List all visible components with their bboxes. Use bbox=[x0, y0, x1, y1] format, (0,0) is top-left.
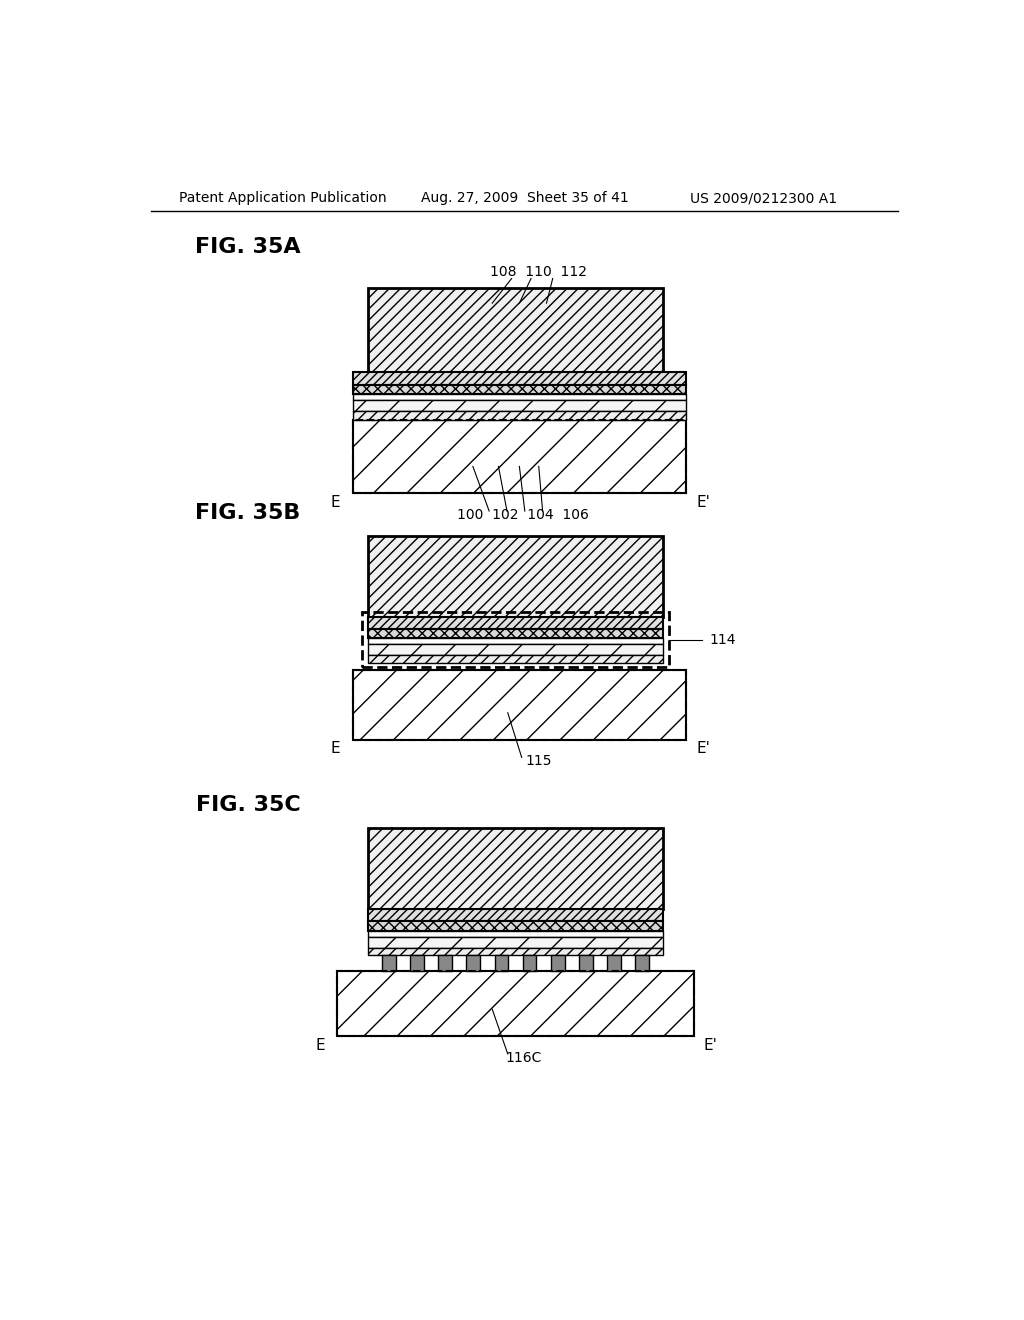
Bar bbox=[369, 616, 663, 628]
Bar bbox=[438, 956, 453, 970]
Text: E: E bbox=[315, 1038, 325, 1053]
Bar bbox=[362, 612, 669, 668]
Bar bbox=[369, 655, 663, 663]
Bar bbox=[352, 411, 686, 420]
Text: FIG. 35C: FIG. 35C bbox=[196, 795, 300, 816]
Text: E': E' bbox=[696, 495, 710, 510]
Bar bbox=[352, 395, 686, 400]
Bar bbox=[352, 420, 686, 494]
Bar bbox=[369, 638, 663, 644]
Text: FIG. 35B: FIG. 35B bbox=[196, 503, 301, 523]
Bar bbox=[352, 671, 686, 739]
Bar bbox=[352, 372, 686, 385]
Bar bbox=[369, 644, 663, 655]
Text: Patent Application Publication: Patent Application Publication bbox=[179, 191, 387, 206]
Bar bbox=[369, 288, 663, 372]
Bar bbox=[369, 628, 663, 638]
Bar bbox=[369, 536, 663, 616]
Text: FIG. 35A: FIG. 35A bbox=[196, 238, 301, 257]
Text: 114: 114 bbox=[710, 632, 736, 647]
Text: E: E bbox=[331, 495, 341, 510]
Bar bbox=[495, 956, 509, 970]
Bar bbox=[352, 671, 686, 739]
Bar bbox=[369, 931, 663, 937]
Text: US 2009/0212300 A1: US 2009/0212300 A1 bbox=[690, 191, 837, 206]
Bar bbox=[467, 956, 480, 970]
Bar bbox=[337, 970, 693, 1036]
Bar bbox=[411, 956, 424, 970]
Bar bbox=[369, 937, 663, 948]
Bar bbox=[369, 829, 663, 909]
Text: Aug. 27, 2009  Sheet 35 of 41: Aug. 27, 2009 Sheet 35 of 41 bbox=[421, 191, 629, 206]
Bar bbox=[551, 956, 564, 970]
Text: 116C: 116C bbox=[505, 1051, 542, 1065]
Text: E: E bbox=[331, 742, 341, 756]
Text: 108  110  112: 108 110 112 bbox=[490, 265, 587, 280]
Text: E': E' bbox=[696, 742, 710, 756]
Bar bbox=[352, 400, 686, 411]
Bar bbox=[606, 956, 621, 970]
Text: 115: 115 bbox=[525, 754, 552, 768]
Bar bbox=[382, 956, 396, 970]
Text: E': E' bbox=[703, 1038, 718, 1053]
Bar bbox=[635, 956, 648, 970]
Bar bbox=[369, 948, 663, 956]
Bar bbox=[369, 921, 663, 931]
Bar bbox=[579, 956, 593, 970]
Bar bbox=[369, 909, 663, 921]
Bar bbox=[352, 385, 686, 395]
Bar bbox=[337, 970, 693, 1036]
Text: 100  102  104  106: 100 102 104 106 bbox=[458, 508, 589, 521]
Bar bbox=[522, 956, 537, 970]
Bar bbox=[352, 420, 686, 494]
